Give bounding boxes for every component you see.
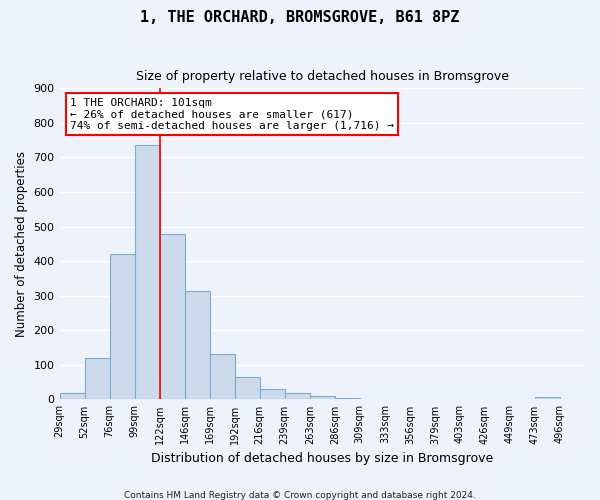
Y-axis label: Number of detached properties: Number of detached properties	[15, 151, 28, 337]
Text: 1 THE ORCHARD: 101sqm
← 26% of detached houses are smaller (617)
74% of semi-det: 1 THE ORCHARD: 101sqm ← 26% of detached …	[70, 98, 394, 131]
Bar	[235, 377, 260, 400]
Bar	[310, 396, 335, 400]
Bar	[335, 398, 360, 400]
Title: Size of property relative to detached houses in Bromsgrove: Size of property relative to detached ho…	[136, 70, 509, 83]
Bar	[260, 389, 285, 400]
Bar	[209, 354, 235, 400]
Bar	[110, 254, 134, 400]
Bar	[535, 396, 560, 400]
X-axis label: Distribution of detached houses by size in Bromsgrove: Distribution of detached houses by size …	[151, 452, 493, 465]
Bar	[285, 392, 310, 400]
Text: 1, THE ORCHARD, BROMSGROVE, B61 8PZ: 1, THE ORCHARD, BROMSGROVE, B61 8PZ	[140, 10, 460, 25]
Text: Contains HM Land Registry data © Crown copyright and database right 2024.: Contains HM Land Registry data © Crown c…	[124, 490, 476, 500]
Bar	[134, 146, 160, 400]
Bar	[185, 290, 209, 400]
Bar	[85, 358, 110, 400]
Bar	[59, 392, 85, 400]
Bar	[160, 234, 185, 400]
